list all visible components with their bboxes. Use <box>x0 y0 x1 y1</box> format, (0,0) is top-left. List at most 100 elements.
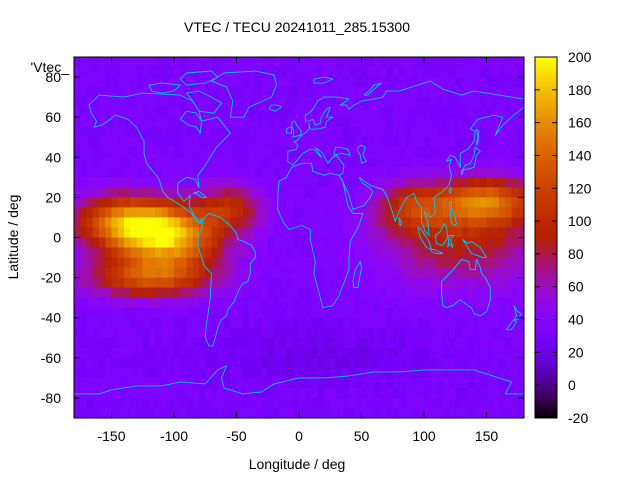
tec-cell <box>305 377 313 389</box>
tec-cell <box>242 97 250 108</box>
tec-cell <box>324 227 331 239</box>
tec-cell <box>399 277 406 289</box>
tec-cell <box>342 197 350 209</box>
tec-cell <box>492 307 500 319</box>
tec-cell <box>349 217 356 229</box>
tec-cell <box>105 337 113 349</box>
tec-cell <box>149 167 156 178</box>
tec-cell <box>136 117 144 128</box>
tec-cell <box>74 87 81 98</box>
tec-cell <box>286 397 294 409</box>
tec-cell <box>424 337 431 349</box>
tec-cell <box>424 397 431 409</box>
tec-cell <box>149 107 156 118</box>
tec-cell <box>136 327 144 339</box>
tec-cell <box>286 317 294 329</box>
tec-cell <box>261 247 269 259</box>
tec-cell <box>317 237 325 249</box>
madagascar-coast <box>352 261 362 289</box>
tec-cell <box>392 307 400 319</box>
tec-cell <box>374 257 381 269</box>
tec-cell <box>242 297 250 309</box>
tec-cell <box>99 337 106 349</box>
tec-cell <box>186 327 194 339</box>
tec-cell <box>155 217 163 229</box>
tec-cell <box>324 87 331 98</box>
tec-cell <box>155 227 163 239</box>
tec-cell <box>474 67 481 78</box>
tec-cell <box>330 197 338 209</box>
tec-cell <box>199 297 206 309</box>
tec-cell <box>436 157 444 168</box>
tec-cell <box>474 387 481 399</box>
tec-cell <box>505 247 513 259</box>
tec-cell <box>205 157 213 168</box>
tec-cell <box>180 347 188 359</box>
tec-cell <box>142 327 150 339</box>
tec-cell <box>349 277 356 289</box>
tec-cell <box>286 97 294 108</box>
tec-cell <box>130 187 138 198</box>
tec-cell <box>124 237 131 249</box>
tec-cell <box>149 307 156 319</box>
tec-cell <box>424 157 431 168</box>
tec-cell <box>174 317 181 329</box>
tec-cell <box>211 207 219 219</box>
tec-cell <box>117 217 125 229</box>
tec-cell <box>374 177 381 188</box>
tec-cell <box>99 297 106 309</box>
tec-cell <box>324 357 331 369</box>
tec-cell <box>280 187 288 198</box>
tec-cell <box>99 67 106 78</box>
tec-cell <box>311 127 319 138</box>
tec-cell <box>261 187 269 198</box>
tec-cell <box>117 87 125 98</box>
tec-cell <box>274 127 281 138</box>
tec-cell <box>380 207 388 219</box>
tec-cell <box>74 377 81 389</box>
tec-cell <box>80 287 88 299</box>
tec-cell <box>217 187 225 198</box>
tec-cell <box>336 67 344 78</box>
tec-cell <box>224 247 231 259</box>
tec-cell <box>480 197 488 209</box>
tec-cell <box>330 57 338 68</box>
tec-cell <box>305 347 313 359</box>
tec-cell <box>405 397 413 409</box>
tec-cell <box>355 287 363 299</box>
tec-cell <box>511 337 519 349</box>
tec-cell <box>305 197 313 209</box>
tec-cell <box>117 297 125 309</box>
tec-cell <box>467 337 475 349</box>
tec-cell <box>167 257 175 269</box>
tec-cell <box>386 167 394 178</box>
tec-cell <box>349 367 356 379</box>
uk-coast <box>291 120 302 138</box>
tec-cell <box>242 307 250 319</box>
tec-cell <box>424 167 431 178</box>
tec-cell <box>455 317 463 329</box>
colorbar-tick-label: 40 <box>568 312 584 328</box>
tec-cell <box>242 227 250 239</box>
tec-cell <box>142 167 150 178</box>
tec-cell <box>274 287 281 299</box>
tec-cell <box>217 367 225 379</box>
tec-cell <box>92 217 100 229</box>
tec-cell <box>249 97 256 108</box>
tec-cell <box>386 197 394 209</box>
tec-cell <box>499 337 506 349</box>
tec-cell <box>349 247 356 259</box>
tec-cell <box>449 327 456 339</box>
tec-cell <box>236 297 244 309</box>
tec-cell <box>411 337 419 349</box>
tec-cell <box>161 167 169 178</box>
tec-cell <box>499 207 506 219</box>
tec-cell <box>317 247 325 259</box>
tec-cell <box>317 197 325 209</box>
tec-cell <box>292 207 300 219</box>
tec-cell <box>511 227 519 239</box>
tec-cell <box>199 107 206 118</box>
tec-cell <box>155 97 163 108</box>
tec-cell <box>455 97 463 108</box>
tec-cell <box>292 157 300 168</box>
